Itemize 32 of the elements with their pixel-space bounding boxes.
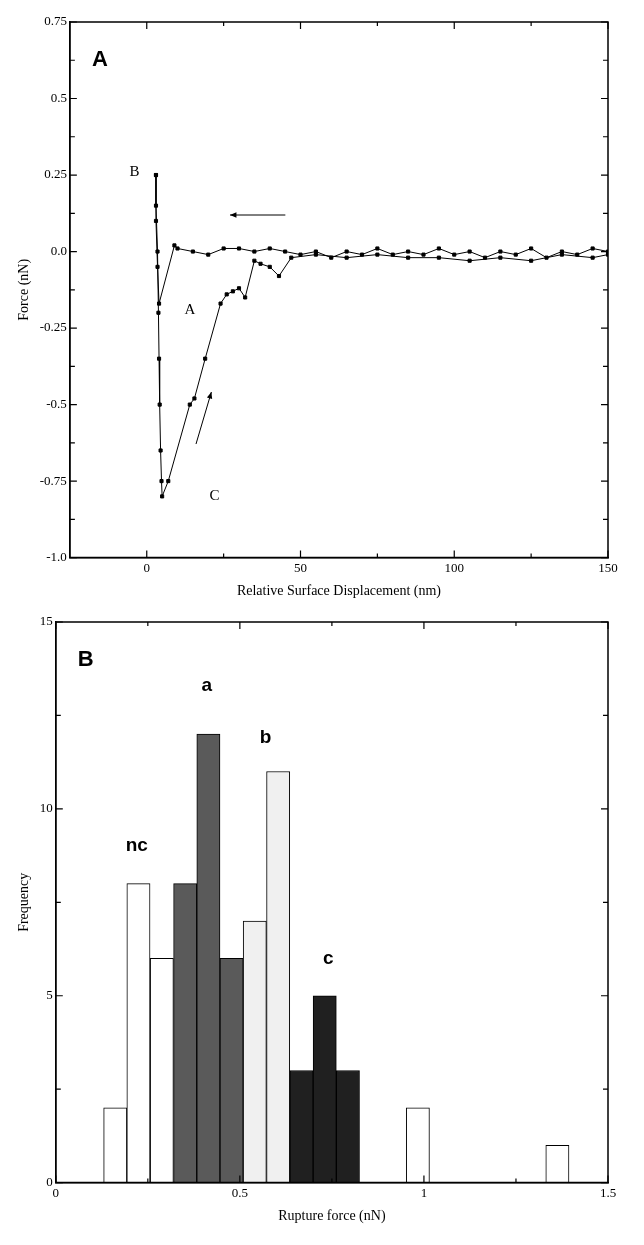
x-tick-label: 0 (143, 559, 150, 575)
x-tick-label: 150 (598, 559, 618, 575)
annotation: C (209, 487, 220, 504)
x-tick-label: 50 (294, 559, 307, 575)
annotation: A (91, 46, 108, 72)
y-tick-label: -0.25 (39, 319, 67, 335)
annotation: nc (125, 834, 149, 856)
x-tick-label: 100 (444, 559, 464, 575)
y-tick-label: -1.0 (46, 549, 67, 565)
x-tick-label: 1 (420, 1184, 428, 1200)
y-tick-label: 0.75 (44, 13, 67, 29)
y-tick-label: 0.5 (50, 89, 67, 105)
y-tick-label: 15 (39, 613, 53, 629)
annotation: b (259, 726, 272, 748)
annotation: a (201, 673, 213, 695)
y-tick-label: 0.0 (50, 242, 67, 258)
y-axis-title: Frequency (16, 872, 32, 932)
x-tick-label: 0.5 (231, 1184, 248, 1200)
annotation: B (129, 162, 140, 179)
y-tick-label: 0 (46, 1174, 53, 1190)
x-axis-title: Rupture force (nN) (278, 1208, 386, 1225)
y-tick-label: -0.75 (39, 472, 67, 488)
x-tick-label: 1.5 (599, 1184, 617, 1200)
y-tick-label: 0.25 (44, 166, 67, 182)
y-tick-label: 10 (39, 800, 53, 816)
annotation: c (322, 946, 334, 968)
annotation: A (184, 300, 196, 317)
y-axis-title: Force (nN) (16, 258, 33, 321)
x-axis-title: Relative Surface Displacement (nm) (236, 583, 442, 600)
y-tick-label: 5 (46, 987, 53, 1003)
annotation: B (77, 646, 94, 672)
y-tick-label: -0.5 (46, 395, 67, 411)
